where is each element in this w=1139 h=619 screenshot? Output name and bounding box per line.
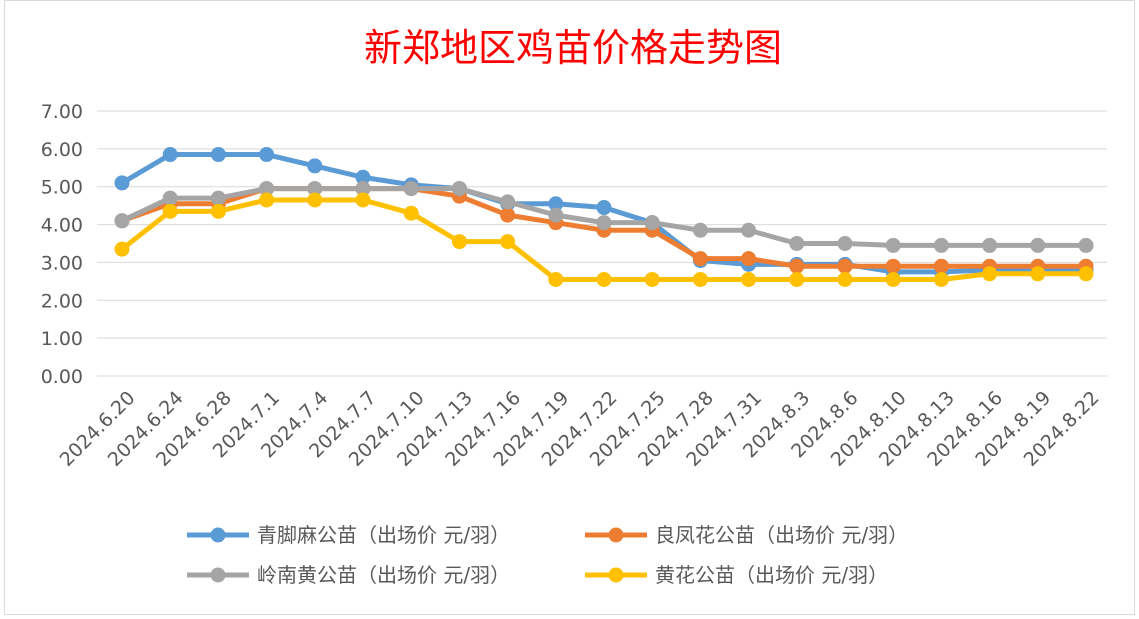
y-tick-label: 5.00	[41, 177, 83, 199]
data-point	[500, 207, 516, 223]
data-point	[307, 192, 323, 208]
data-point	[162, 203, 178, 219]
legend-swatch-marker	[608, 567, 624, 583]
series-4	[114, 192, 1094, 287]
data-point	[548, 196, 564, 212]
data-point	[355, 192, 371, 208]
data-point	[789, 271, 805, 287]
chart-title: 新郑地区鸡苗价格走势图	[364, 26, 782, 70]
legend-item-2: 良凤花公苗（出场价 元/羽）	[585, 523, 908, 547]
y-tick-label: 7.00	[41, 101, 83, 123]
series-1	[114, 147, 1094, 280]
legend-swatch-marker	[210, 567, 226, 583]
legend-label: 黄花公苗（出场价 元/羽）	[655, 563, 888, 587]
data-point	[982, 266, 998, 282]
data-point	[114, 175, 130, 191]
data-point	[355, 169, 371, 185]
y-tick-label: 6.00	[41, 139, 83, 161]
data-point	[451, 234, 467, 250]
data-point	[741, 251, 757, 267]
y-tick-label: 3.00	[41, 252, 83, 274]
data-point	[403, 181, 419, 197]
data-point	[307, 158, 323, 174]
data-point	[644, 215, 660, 231]
data-point	[933, 258, 949, 274]
series-3	[114, 181, 1094, 253]
data-point	[789, 258, 805, 274]
series-lines	[114, 147, 1094, 287]
data-point	[162, 190, 178, 206]
data-point	[1030, 266, 1046, 282]
data-point	[837, 236, 853, 251]
y-tick-label: 4.00	[41, 215, 83, 237]
data-point	[933, 271, 949, 287]
data-point	[307, 181, 323, 197]
data-point	[741, 271, 757, 287]
data-point	[596, 215, 612, 231]
legend-item-1: 青脚麻公苗（出场价 元/羽）	[187, 523, 510, 547]
data-point	[644, 271, 660, 287]
data-point	[692, 251, 708, 267]
data-point	[403, 205, 419, 221]
data-point	[837, 271, 853, 287]
data-point	[548, 207, 564, 223]
data-point	[259, 192, 275, 208]
data-point	[500, 194, 516, 210]
data-point	[500, 234, 516, 250]
data-point	[1078, 237, 1094, 253]
data-point	[1030, 237, 1046, 253]
data-point	[210, 190, 226, 206]
y-axis-ticks: 0.00 1.00 2.00 3.00 4.00 5.00 6.00 7.00	[41, 101, 83, 388]
legend-swatch-marker	[210, 527, 226, 543]
data-point	[789, 236, 805, 251]
data-point	[210, 147, 226, 163]
data-point	[885, 237, 901, 253]
legend: 青脚麻公苗（出场价 元/羽） 良凤花公苗（出场价 元/羽） 岭南黄公苗（出场价 元/…	[187, 523, 908, 587]
y-tick-label: 2.00	[41, 290, 83, 312]
data-point	[741, 222, 757, 238]
data-point	[114, 213, 130, 229]
data-point	[596, 200, 612, 216]
data-point	[259, 181, 275, 197]
data-point	[210, 203, 226, 219]
y-tick-label: 0.00	[41, 366, 83, 388]
legend-label: 岭南黄公苗（出场价 元/羽）	[257, 563, 510, 587]
data-point	[837, 258, 853, 274]
legend-swatch-marker	[608, 527, 624, 543]
y-tick-label: 1.00	[41, 328, 83, 350]
chart-area: 新郑地区鸡苗价格走势图 0.00 1.00 2.00 3.00 4.00 5.00 6.00…	[4, 0, 1135, 615]
x-axis-ticks: 2024.6.202024.6.242024.6.282024.7.12024.…	[56, 387, 1104, 471]
data-point	[885, 258, 901, 274]
legend-label: 青脚麻公苗（出场价 元/羽）	[257, 523, 510, 547]
data-point	[885, 271, 901, 287]
data-point	[982, 237, 998, 253]
legend-item-4: 黄花公苗（出场价 元/羽）	[585, 563, 888, 587]
data-point	[451, 181, 467, 197]
data-point	[596, 271, 612, 287]
legend-item-3: 岭南黄公苗（出场价 元/羽）	[187, 563, 510, 587]
data-point	[692, 271, 708, 287]
data-point	[933, 237, 949, 253]
data-point	[259, 147, 275, 163]
data-point	[548, 271, 564, 287]
data-point	[162, 147, 178, 163]
legend-label: 良凤花公苗（出场价 元/羽）	[655, 523, 908, 547]
data-point	[114, 241, 130, 257]
price-line-chart: 新郑地区鸡苗价格走势图 0.00 1.00 2.00 3.00 4.00 5.00 6.00…	[41, 26, 1107, 587]
data-point	[692, 222, 708, 238]
data-point	[355, 181, 371, 197]
data-point	[1078, 266, 1094, 282]
